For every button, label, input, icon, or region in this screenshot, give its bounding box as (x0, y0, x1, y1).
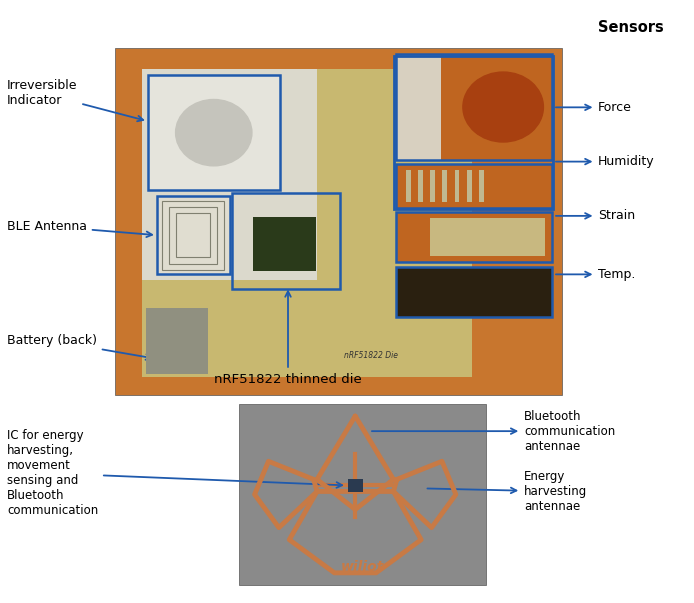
Bar (157, 196, 230, 274)
Bar (479, 170, 484, 202)
Bar (148, 75, 280, 190)
Bar (115, 48, 562, 395)
Text: Irreversible
Indicator: Irreversible Indicator (7, 80, 143, 121)
Bar (466, 170, 471, 202)
Bar (396, 164, 552, 208)
Text: Battery (back): Battery (back) (7, 334, 151, 360)
Text: Energy
harvesting
antennae: Energy harvesting antennae (428, 470, 587, 513)
Text: IC for energy
harvesting,
movement
sensing and
Bluetooth
communication: IC for energy harvesting, movement sensi… (7, 429, 342, 517)
Bar (142, 69, 472, 377)
Bar (396, 54, 552, 160)
Bar (455, 170, 459, 202)
Bar (162, 201, 224, 270)
Bar (169, 207, 217, 264)
Bar (348, 479, 363, 492)
Bar (406, 170, 411, 202)
Text: Humidity: Humidity (556, 155, 655, 168)
Text: Strain: Strain (556, 209, 635, 223)
Bar (148, 75, 280, 190)
Text: Bluetooth
communication
antennae: Bluetooth communication antennae (372, 409, 615, 453)
Bar (396, 164, 552, 208)
Bar (157, 196, 230, 274)
Bar (418, 170, 423, 202)
Text: nRF51822 Die: nRF51822 Die (344, 352, 398, 360)
Text: Temp.: Temp. (556, 268, 636, 281)
Bar (396, 267, 552, 317)
Bar (396, 54, 552, 160)
Text: Sensors: Sensors (598, 20, 664, 34)
Circle shape (176, 99, 252, 166)
Bar (253, 217, 316, 271)
Bar (394, 56, 553, 209)
Bar (396, 212, 552, 262)
Bar (232, 193, 340, 289)
Text: BLE Antenna: BLE Antenna (7, 219, 152, 237)
Bar (239, 404, 486, 585)
Bar (146, 308, 208, 374)
Bar (442, 170, 447, 202)
Bar (176, 213, 210, 257)
Circle shape (463, 72, 543, 142)
Text: nRF51822 thinned die: nRF51822 thinned die (214, 291, 362, 386)
Bar (142, 69, 317, 280)
Bar (396, 267, 552, 317)
Text: Force: Force (556, 101, 632, 114)
Bar (396, 54, 441, 160)
Text: wiliot: wiliot (341, 560, 384, 574)
Bar (430, 218, 545, 256)
Bar (430, 170, 435, 202)
Bar (396, 212, 552, 262)
